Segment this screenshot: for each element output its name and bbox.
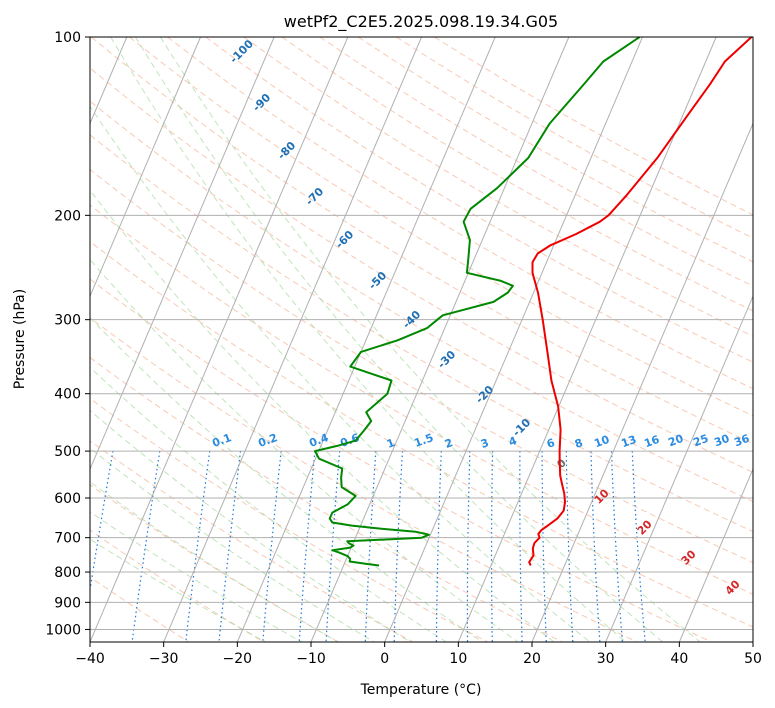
x-tick-label: −40 — [75, 651, 105, 667]
moist-adiabat-line — [135, 37, 664, 642]
y-tick-label: 100 — [54, 30, 81, 46]
dry-adiabat-line — [90, 168, 753, 564]
y-tick-label: 300 — [54, 313, 81, 329]
plot-background — [90, 37, 753, 642]
y-axis-ticks: 100 200 300 400 500 600 700 800 900 1000 — [45, 30, 90, 638]
mixing-ratio-label: 0.4 — [307, 431, 330, 450]
mixing-ratio-line — [590, 451, 601, 642]
mixing-ratio-line — [466, 451, 471, 642]
dry-adiabat-line — [90, 100, 753, 503]
isotherm-gridline — [90, 37, 201, 298]
y-tick-label: 700 — [54, 531, 81, 547]
isotherm-gridline — [605, 295, 753, 642]
temperature-line — [528, 37, 753, 566]
mixing-ratio-label: 20 — [666, 432, 685, 450]
sounding-series — [314, 37, 753, 567]
dry-adiabat-line — [90, 317, 638, 642]
x-tick-label: −30 — [149, 651, 179, 667]
mixing-ratio-label: 2 — [443, 436, 455, 451]
mixing-ratio-label: 36 — [732, 432, 751, 450]
x-axis-title: Temperature (°C) — [360, 682, 482, 698]
moist-adiabat-line — [90, 105, 591, 642]
y-tick-label: 1000 — [45, 622, 81, 638]
moist-adiabat-line — [90, 189, 555, 642]
mixing-ratio-line — [565, 451, 574, 642]
isotherm-gridline — [236, 37, 496, 642]
isotherm-gridline — [163, 37, 422, 642]
dry-adiabat-line — [90, 204, 753, 595]
isotherm-gridline — [90, 37, 275, 471]
mixing-ratio-label: 16 — [642, 433, 661, 451]
mixing-ratio-label: 30 — [712, 432, 731, 450]
x-tick-label: 50 — [744, 651, 762, 667]
mixing-ratio-label: 3 — [479, 436, 491, 451]
x-tick-label: 40 — [670, 651, 688, 667]
mixing-ratio-label: 1.5 — [412, 431, 435, 450]
isotherm-gridline — [384, 37, 643, 642]
moist-adiabat-line — [159, 37, 701, 642]
mixing-ratio-label: 4 — [507, 434, 519, 449]
moist-adiabat-line — [90, 316, 483, 642]
dewpoint-line — [314, 37, 641, 567]
chart-title: wetPf2_C2E5.2025.098.19.34.G05 — [284, 12, 558, 32]
isotherm-gridline — [90, 37, 349, 642]
mixing-ratio-label: 0.2 — [256, 431, 279, 450]
mixing-ratio-label: 8 — [573, 436, 585, 451]
dry-adiabat-line — [90, 241, 753, 628]
x-tick-label: −10 — [296, 651, 326, 667]
mixing-ratio-line — [218, 451, 242, 642]
moist-adiabat-line — [90, 447, 375, 642]
dry-adiabat-line — [90, 278, 712, 642]
background-lines — [90, 37, 753, 642]
x-tick-label: 30 — [597, 651, 615, 667]
y-tick-label: 600 — [54, 491, 81, 507]
mixing-ratio-line — [185, 451, 211, 642]
isotherm-gridline — [531, 122, 753, 642]
x-axis-ticks: −40 −30 −20 −10 0 10 20 30 40 50 — [75, 642, 762, 667]
mixing-ratio-line — [435, 451, 442, 642]
moist-adiabat-line — [90, 538, 266, 642]
dry-adiabat-line — [90, 134, 753, 533]
mixing-ratio-label: 0.6 — [338, 431, 361, 450]
y-tick-label: 900 — [54, 595, 81, 611]
y-tick-label: 200 — [54, 208, 81, 224]
pressure-gridlines — [90, 36, 753, 630]
y-tick-label: 500 — [54, 444, 81, 460]
dry-adiabat-line — [90, 397, 488, 642]
mixing-ratio-line — [541, 451, 547, 642]
mixing-ratio-line — [325, 451, 341, 642]
mixing-ratio-label: 25 — [691, 432, 710, 449]
y-tick-label: 800 — [54, 565, 81, 581]
moist-adiabat-line — [110, 37, 627, 642]
dry-adiabat-line — [90, 576, 190, 642]
y-tick-label: 400 — [54, 387, 81, 403]
moist-adiabat-line — [90, 258, 519, 642]
x-tick-label: 0 — [380, 651, 389, 667]
x-tick-label: 10 — [449, 651, 467, 667]
mixing-ratio-line — [298, 451, 316, 642]
x-tick-label: 20 — [523, 651, 541, 667]
mixing-ratio-line — [131, 451, 161, 642]
x-tick-label: −20 — [223, 651, 253, 667]
mixing-ratio-label: 1 — [385, 436, 397, 451]
mixing-ratio-line — [262, 451, 282, 642]
isotherm-gridline — [457, 37, 717, 642]
y-axis-title: Pressure (hPa) — [12, 289, 28, 389]
mixing-ratio-label: 13 — [619, 433, 638, 450]
mixing-ratio-label: 6 — [545, 436, 557, 451]
mixing-ratio-line — [519, 451, 523, 642]
mixing-ratio-label: 0.1 — [210, 431, 233, 450]
skewed-temperature-gridlines — [90, 37, 753, 642]
dry-adiabat-line — [90, 356, 563, 642]
moist-adiabat-line — [90, 409, 411, 642]
mixing-ratio-line — [610, 451, 623, 642]
isotherm-gridline — [678, 467, 753, 642]
mixing-ratio-label: 10 — [592, 433, 611, 451]
plot-frame — [89, 36, 754, 643]
